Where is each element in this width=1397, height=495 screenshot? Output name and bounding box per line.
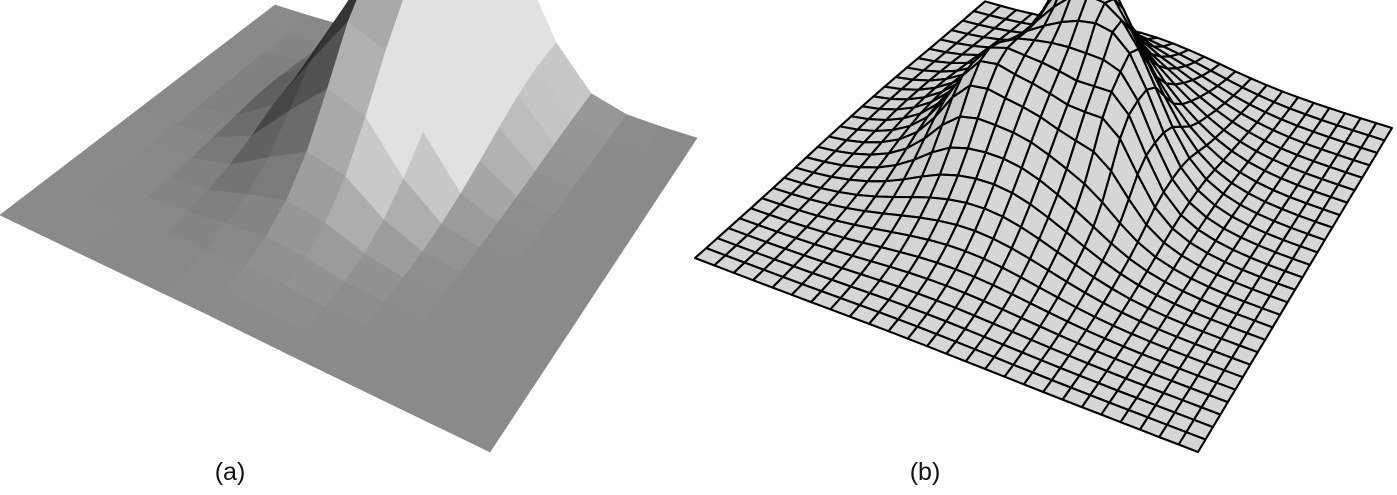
- surface-facet: [448, 406, 508, 453]
- panel-a-shaded-surface: [0, 0, 698, 453]
- mesh-cell: [1177, 431, 1207, 454]
- panel-b-caption: (b): [910, 458, 941, 486]
- panel-b-mesh-surface: [693, 0, 1394, 454]
- panel-a-caption: (a): [215, 458, 246, 486]
